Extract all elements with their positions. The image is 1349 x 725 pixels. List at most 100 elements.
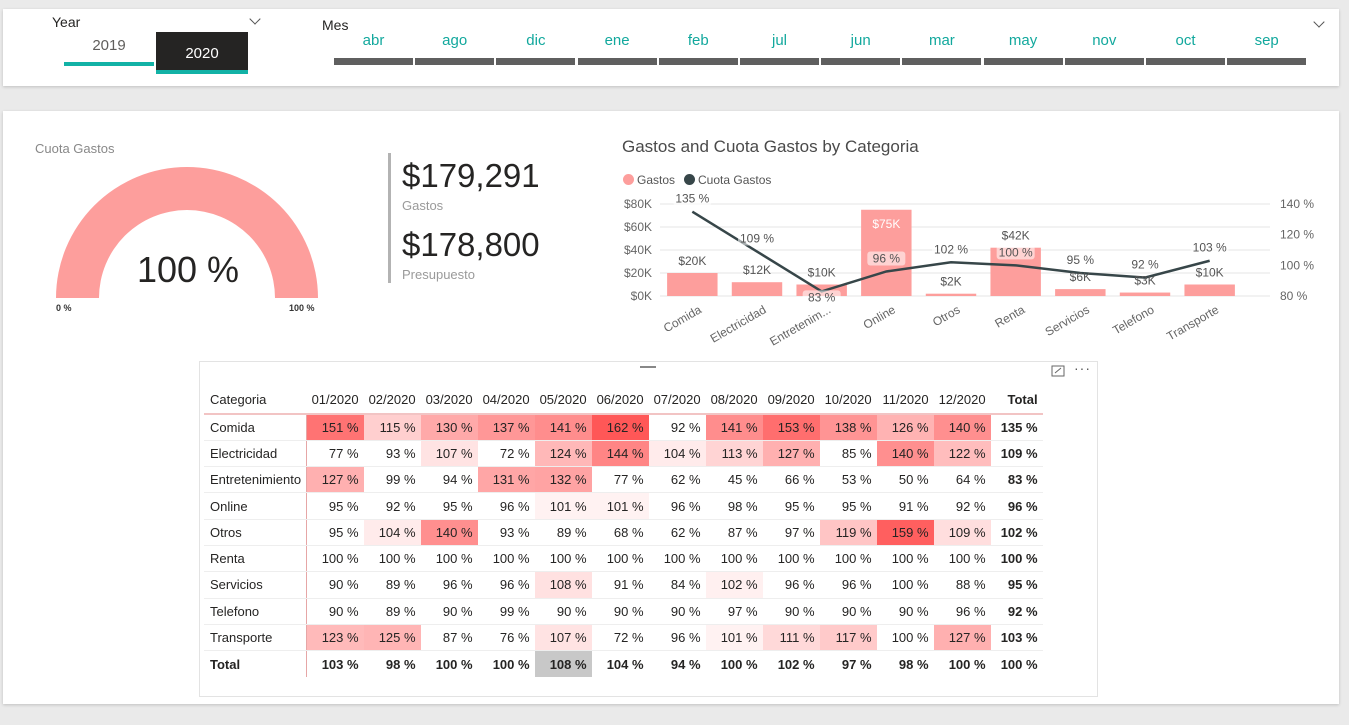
bar-electricidad[interactable] (731, 282, 783, 296)
matrix-total-cell[interactable]: 83 % (990, 466, 1043, 494)
matrix-cell[interactable]: 92 % (648, 414, 706, 441)
matrix-cell[interactable]: 89 % (534, 519, 592, 546)
matrix-cell[interactable]: 90 % (306, 571, 364, 599)
matrix-row-header[interactable]: Transporte (204, 624, 308, 652)
matrix-cell[interactable]: 45 % (705, 466, 763, 494)
matrix-total-cell[interactable]: 100 % (990, 545, 1043, 573)
matrix-total-cell[interactable]: 135 % (990, 414, 1043, 441)
matrix-cell[interactable]: 100 % (591, 545, 649, 573)
more-options-icon[interactable]: ··· (1074, 360, 1091, 376)
matrix-column-header[interactable]: 10/2020 (819, 386, 877, 415)
matrix-row-header[interactable]: Online (204, 492, 308, 520)
matrix-cell[interactable]: 89 % (363, 571, 421, 599)
matrix-cell[interactable]: 123 % (306, 624, 364, 652)
matrix-cell[interactable]: 96 % (477, 492, 535, 520)
mes-option-abr[interactable]: abr (334, 32, 413, 65)
matrix-column-header[interactable]: 05/2020 (534, 386, 592, 415)
matrix-cell[interactable]: 137 % (477, 414, 535, 441)
matrix-cell[interactable]: 95 % (306, 492, 364, 520)
matrix-cell[interactable]: 109 % (933, 519, 991, 546)
matrix-column-header[interactable]: 01/2020 (306, 386, 364, 415)
matrix-cell[interactable]: 92 % (363, 492, 421, 520)
matrix-cell[interactable]: 64 % (933, 466, 991, 494)
matrix-cell[interactable]: 107 % (534, 624, 592, 652)
matrix-cell[interactable]: 100 % (876, 571, 934, 599)
matrix-cell[interactable]: 100 % (933, 650, 991, 677)
year-option-2020[interactable]: 2020 (156, 32, 248, 74)
matrix-cell[interactable]: 90 % (876, 598, 934, 625)
matrix-cell[interactable]: 104 % (363, 519, 421, 546)
matrix-cell[interactable]: 87 % (705, 519, 763, 546)
matrix-cell[interactable]: 97 % (762, 519, 820, 546)
matrix-cell[interactable]: 100 % (420, 650, 478, 677)
matrix-cell[interactable]: 144 % (591, 440, 649, 468)
matrix-cell[interactable]: 84 % (648, 571, 706, 599)
matrix-cell[interactable]: 113 % (705, 440, 763, 468)
matrix-cell[interactable]: 98 % (363, 650, 421, 677)
matrix-cell[interactable]: 90 % (819, 598, 877, 625)
bar-servicios[interactable] (1055, 289, 1106, 296)
matrix-row-header[interactable]: Total (204, 650, 308, 677)
matrix-cell[interactable]: 90 % (306, 598, 364, 625)
year-option-2019[interactable]: 2019 (64, 24, 154, 66)
mes-option-jun[interactable]: jun (821, 32, 901, 65)
matrix-row-header[interactable]: Telefono (204, 598, 308, 625)
mes-option-ago[interactable]: ago (415, 32, 495, 65)
matrix-cell[interactable]: 100 % (762, 545, 820, 573)
matrix-cell[interactable]: 93 % (477, 519, 535, 546)
matrix-cell[interactable]: 140 % (420, 519, 478, 546)
matrix-cell[interactable]: 101 % (534, 492, 592, 520)
focus-mode-icon[interactable] (1051, 365, 1065, 377)
matrix-cell[interactable]: 100 % (363, 545, 421, 573)
matrix-cell[interactable]: 102 % (705, 571, 763, 599)
matrix-row-header[interactable]: Servicios (204, 571, 308, 599)
matrix-cell[interactable]: 62 % (648, 519, 706, 546)
matrix-cell[interactable]: 68 % (591, 519, 649, 546)
matrix-row-header[interactable]: Entretenimiento (204, 466, 308, 494)
matrix-cell[interactable]: 90 % (762, 598, 820, 625)
matrix-cell[interactable]: 108 % (534, 650, 592, 677)
matrix-cell[interactable]: 100 % (876, 545, 934, 573)
matrix-column-header[interactable]: 03/2020 (420, 386, 478, 415)
matrix-cell[interactable]: 77 % (306, 440, 364, 468)
matrix-cell[interactable]: 115 % (363, 414, 421, 441)
matrix-cell[interactable]: 96 % (420, 571, 478, 599)
matrix-cell[interactable]: 108 % (534, 571, 592, 599)
matrix-cell[interactable]: 159 % (876, 519, 934, 546)
matrix-column-header[interactable]: 08/2020 (705, 386, 763, 415)
matrix-cell[interactable]: 104 % (648, 440, 706, 468)
matrix-cell[interactable]: 131 % (477, 466, 535, 494)
matrix-total-cell[interactable]: 95 % (990, 571, 1043, 599)
matrix-column-header[interactable]: 07/2020 (648, 386, 706, 415)
matrix-column-header[interactable]: 02/2020 (363, 386, 421, 415)
matrix-cell[interactable]: 99 % (363, 466, 421, 494)
legend-item-gastos[interactable]: Gastos (623, 173, 675, 187)
matrix-cell[interactable]: 100 % (705, 545, 763, 573)
matrix-cell[interactable]: 95 % (420, 492, 478, 520)
matrix-cell[interactable]: 140 % (933, 414, 991, 441)
matrix-cell[interactable]: 127 % (306, 466, 364, 494)
matrix-cell[interactable]: 102 % (762, 650, 820, 677)
matrix-cell[interactable]: 138 % (819, 414, 877, 441)
combo-chart[interactable]: $0K $20K $40K $60K $80K 80 % 100 % 120 % 140 % $2… (600, 190, 1330, 350)
matrix-cell[interactable]: 141 % (534, 414, 592, 441)
gauge[interactable]: 100 % 0 % 100 % (40, 158, 340, 318)
matrix-cell[interactable]: 96 % (762, 571, 820, 599)
matrix-row-header[interactable]: Otros (204, 519, 308, 546)
matrix-column-header[interactable]: 11/2020 (876, 386, 934, 415)
matrix-cell[interactable]: 127 % (762, 440, 820, 468)
matrix-cell[interactable]: 101 % (705, 624, 763, 652)
matrix-cell[interactable]: 124 % (534, 440, 592, 468)
mes-option-dic[interactable]: dic (496, 32, 576, 65)
matrix-column-header[interactable]: 09/2020 (762, 386, 820, 415)
matrix-cell[interactable]: 103 % (306, 650, 364, 677)
matrix-cell[interactable]: 95 % (819, 492, 877, 520)
matrix-cell[interactable]: 162 % (591, 414, 649, 441)
matrix-cell[interactable]: 100 % (819, 545, 877, 573)
matrix-cell[interactable]: 87 % (420, 624, 478, 652)
mes-option-feb[interactable]: feb (658, 32, 738, 65)
matrix-column-header[interactable]: 04/2020 (477, 386, 535, 415)
matrix-cell[interactable]: 90 % (648, 598, 706, 625)
matrix-cell[interactable]: 95 % (306, 519, 364, 546)
matrix-cell[interactable]: 85 % (819, 440, 877, 468)
